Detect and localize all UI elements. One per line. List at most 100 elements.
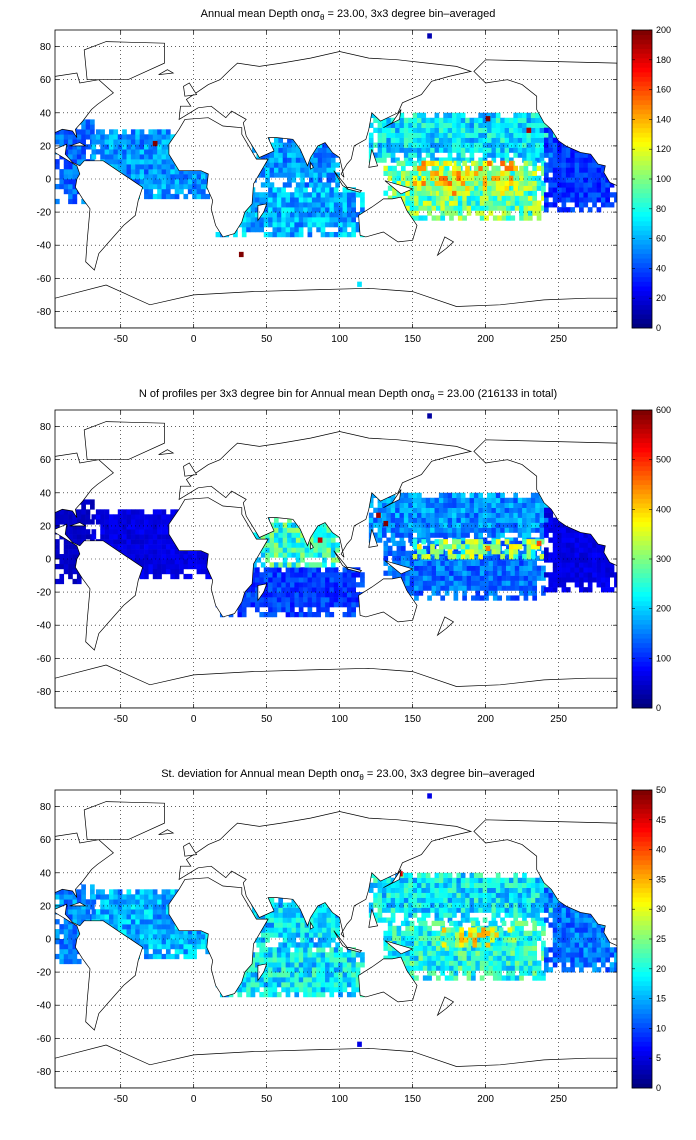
bin-cell — [276, 991, 282, 998]
bin-cell — [508, 117, 514, 124]
bin-cell — [587, 207, 593, 213]
bin-cell — [161, 889, 167, 895]
bin-cell — [465, 517, 470, 523]
bin-cell — [552, 552, 558, 558]
bin-cell — [504, 122, 510, 128]
bin-cell — [479, 210, 485, 216]
colorbar-tick-label: 180 — [656, 55, 671, 65]
bin-cell — [530, 512, 536, 518]
bin-cell — [254, 212, 260, 218]
bin-cell — [587, 577, 593, 583]
bin-cell — [311, 991, 317, 998]
bin-cell — [579, 207, 584, 213]
bin-cell — [254, 587, 260, 593]
bin-cell — [135, 144, 140, 150]
bin-cell — [117, 164, 123, 170]
bin-cell — [479, 575, 485, 581]
bin-cell — [63, 948, 69, 955]
bin-cell — [396, 540, 402, 547]
bin-cell — [517, 112, 523, 119]
bin-cell — [395, 137, 400, 143]
bin-cell — [355, 572, 361, 578]
bin-cell — [152, 573, 158, 580]
bin-cell — [557, 582, 562, 588]
bin-cell — [487, 522, 492, 528]
bin-cell — [513, 147, 519, 153]
bin-cell — [508, 127, 514, 133]
bin-cell — [492, 200, 498, 206]
bin-cell — [268, 572, 273, 578]
bin-cell — [117, 149, 123, 155]
bin-cell — [544, 547, 549, 553]
bin-cell — [469, 122, 475, 128]
bin-cell — [285, 572, 291, 578]
bin-cell — [504, 539, 510, 545]
bin-cell — [174, 948, 180, 955]
bin-cell — [152, 924, 158, 930]
bin-cell — [561, 162, 567, 168]
bin-cell — [122, 159, 127, 165]
bin-cell — [434, 142, 440, 148]
bin-cell — [473, 502, 479, 508]
bin-cell — [351, 212, 357, 218]
bin-cell — [447, 492, 453, 499]
bin-cell — [135, 139, 140, 145]
bin-cell — [532, 585, 538, 591]
bin-cell — [497, 595, 502, 601]
bin-cell — [272, 587, 278, 593]
bin-cell — [417, 507, 422, 513]
bin-cell — [303, 967, 308, 973]
bin-cell — [508, 502, 514, 508]
bin-cell — [316, 991, 321, 998]
bin-cell — [513, 554, 519, 560]
bin-cell — [400, 545, 406, 552]
bin-cell — [148, 154, 154, 160]
bin-cell — [435, 575, 441, 581]
bin-cell — [81, 149, 86, 155]
bin-cell — [72, 159, 78, 165]
bin-cell — [183, 573, 189, 580]
bin-cell — [536, 565, 542, 571]
bin-cell — [495, 544, 501, 550]
bin-cell — [272, 952, 278, 958]
bin-cell — [276, 222, 282, 228]
bin-cell — [501, 580, 507, 586]
bin-cell — [104, 524, 110, 530]
bin-cell — [500, 502, 505, 508]
bin-cell — [135, 159, 140, 165]
bin-cell — [272, 582, 278, 588]
bin-cell — [561, 532, 567, 538]
bin-cell — [338, 227, 343, 233]
bin-cell — [183, 939, 189, 945]
bin-cell — [287, 172, 292, 178]
bin-cell — [265, 547, 270, 553]
bin-cell — [59, 179, 65, 185]
bin-cell — [161, 904, 167, 910]
bin-cell — [535, 512, 540, 518]
bin-cell — [469, 502, 475, 508]
bin-cell — [303, 187, 308, 193]
y-tick-label: -40 — [37, 241, 52, 252]
bin-cell — [434, 132, 440, 138]
bin-cell — [484, 560, 489, 566]
bin-cell — [72, 939, 78, 945]
bin-cell — [320, 222, 326, 228]
bin-cell — [196, 193, 202, 200]
map-chart-svg: N of profiles per 3x3 degree bin for Ann… — [37, 388, 671, 725]
bin-cell — [329, 217, 335, 223]
bin-cell — [510, 200, 516, 206]
bin-cell — [579, 532, 584, 538]
bin-cell — [504, 147, 510, 153]
bin-cell — [161, 568, 167, 575]
bin-cell — [469, 539, 475, 545]
bin-cell — [316, 192, 321, 198]
bin-cell — [417, 122, 422, 128]
bin-cell — [527, 205, 533, 211]
bin-cell — [475, 575, 481, 581]
bin-cell — [294, 592, 300, 598]
bin-cell — [453, 595, 459, 601]
bin-cell — [440, 565, 446, 571]
bin-cell — [453, 210, 459, 216]
bin-cell — [170, 929, 175, 935]
bin-cell — [300, 557, 305, 563]
